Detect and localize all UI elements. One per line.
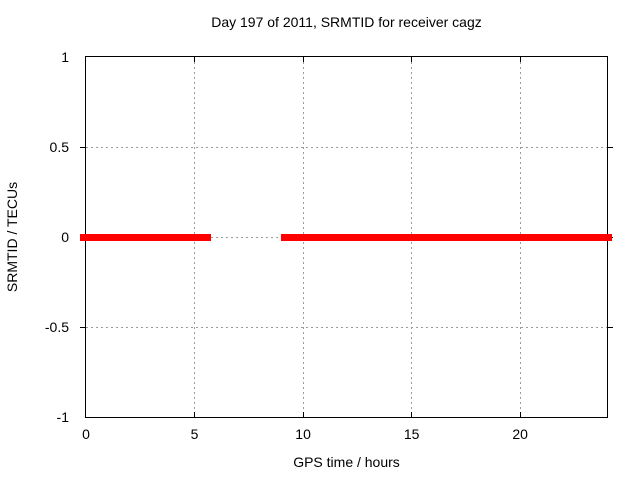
y-gridline [86, 146, 607, 148]
series-segment [80, 233, 211, 241]
y-gridline [86, 326, 607, 328]
y-tick-label: 0.5 [49, 139, 69, 155]
x-axis-label: GPS time / hours [293, 454, 400, 470]
chart-title: Day 197 of 2011, SRMTID for receiver cag… [211, 14, 482, 30]
y-tick-label: 0 [61, 229, 69, 245]
y-tick-mark-left [80, 326, 85, 328]
x-tick-mark-bottom [519, 412, 521, 417]
y-tick-mark-right [608, 326, 613, 328]
y-tick-label: 1 [61, 49, 69, 65]
x-tick-mark-top [411, 57, 413, 62]
x-tick-label: 20 [512, 426, 528, 442]
x-tick-label: 10 [295, 426, 311, 442]
x-tick-mark-bottom [194, 412, 196, 417]
x-tick-mark-bottom [411, 412, 413, 417]
x-tick-mark-top [519, 57, 521, 62]
x-tick-label: 15 [403, 426, 420, 442]
y-tick-mark-left [80, 146, 85, 148]
plot-area [80, 56, 613, 418]
y-tick-mark-right [608, 146, 613, 148]
x-tick-mark-bottom [302, 412, 304, 417]
x-tick-mark-top [194, 57, 196, 62]
y-tick-label: -1 [56, 409, 69, 425]
x-tick-label: 5 [190, 426, 199, 442]
x-tick-mark-top [302, 57, 304, 62]
x-tick-label: 0 [82, 426, 90, 442]
series-segment [281, 233, 612, 241]
y-tick-label: -0.5 [44, 319, 69, 335]
